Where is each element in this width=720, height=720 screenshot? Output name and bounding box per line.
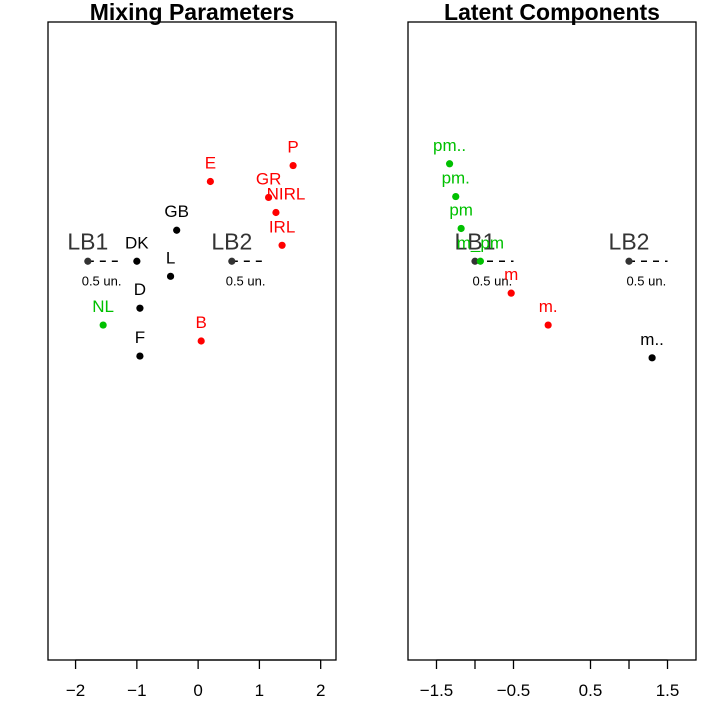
data-point — [173, 226, 181, 234]
x-tick-label: 1.5 — [656, 681, 680, 700]
data-point — [452, 192, 460, 201]
data-point — [166, 272, 175, 280]
data-point — [206, 177, 214, 186]
x-tick-label: −2 — [66, 681, 85, 700]
data-point — [272, 208, 280, 217]
panel-title: Latent Components — [444, 0, 660, 25]
data-point — [476, 257, 484, 265]
data-point — [289, 161, 297, 170]
data-point — [278, 241, 286, 249]
x-tick-label: −0.5 — [497, 681, 531, 700]
data-point — [136, 352, 144, 360]
point-label: pm.. — [433, 136, 466, 155]
data-point — [544, 321, 552, 329]
panel-title: Mixing Parameters — [90, 0, 295, 25]
x-tick-label: 2 — [316, 681, 325, 700]
reference-label: LB2 — [211, 228, 252, 254]
data-point — [136, 304, 144, 312]
data-point — [264, 193, 273, 202]
point-label: D — [134, 280, 146, 299]
point-label: DK — [125, 233, 149, 252]
unit-label: 0.5 un. — [226, 273, 266, 288]
unit-label: 0.5 un. — [82, 273, 122, 288]
panel-2: Latent Components −1.5 −0.5 0.5 1.5 LB1 0.5 un… — [407, 0, 697, 700]
x-tick-label: −1 — [127, 681, 146, 700]
point-label: NIRL — [267, 185, 306, 204]
data-point — [648, 354, 656, 362]
x-tick-label: 0.5 — [579, 681, 603, 700]
x-tick-label: 0 — [193, 681, 202, 700]
panel-1: Mixing Parameters −2 −1 0 1 2 LB1 0.5 un. LB2 0.5… — [47, 0, 337, 700]
reference-point — [228, 257, 236, 265]
point-label: pm. — [442, 169, 470, 188]
reference-label: LB2 — [609, 228, 650, 254]
data-point — [197, 337, 205, 345]
reference-point — [84, 257, 92, 265]
x-tick-label: −1.5 — [420, 681, 454, 700]
point-label: GB — [164, 202, 189, 221]
point-label: pm — [449, 200, 473, 219]
point-label: E — [205, 154, 216, 173]
data-point — [457, 224, 465, 233]
point-label: F — [135, 328, 145, 347]
reference-label: LB1 — [67, 228, 108, 254]
point-label: B — [196, 313, 207, 332]
point-label: m — [504, 265, 518, 284]
point-label: IRL — [269, 217, 295, 236]
unit-label: 0.5 un. — [472, 273, 512, 288]
data-point — [507, 289, 515, 297]
data-point — [99, 321, 107, 329]
point-label: P — [287, 138, 298, 157]
plot-frame — [47, 21, 337, 661]
reference-label: LB1 — [455, 228, 496, 254]
point-label: NL — [92, 297, 114, 316]
point-label: m. — [539, 297, 558, 316]
point-label: m_pm — [457, 233, 504, 252]
unit-label: 0.5 un. — [626, 273, 666, 288]
data-point — [133, 257, 141, 265]
x-tick-label: 1 — [255, 681, 264, 700]
data-point — [445, 160, 454, 168]
point-label: GR — [256, 169, 282, 188]
point-label: m.. — [640, 330, 664, 349]
reference-point — [625, 257, 633, 265]
reference-point — [471, 257, 479, 265]
point-label: L — [166, 248, 175, 267]
